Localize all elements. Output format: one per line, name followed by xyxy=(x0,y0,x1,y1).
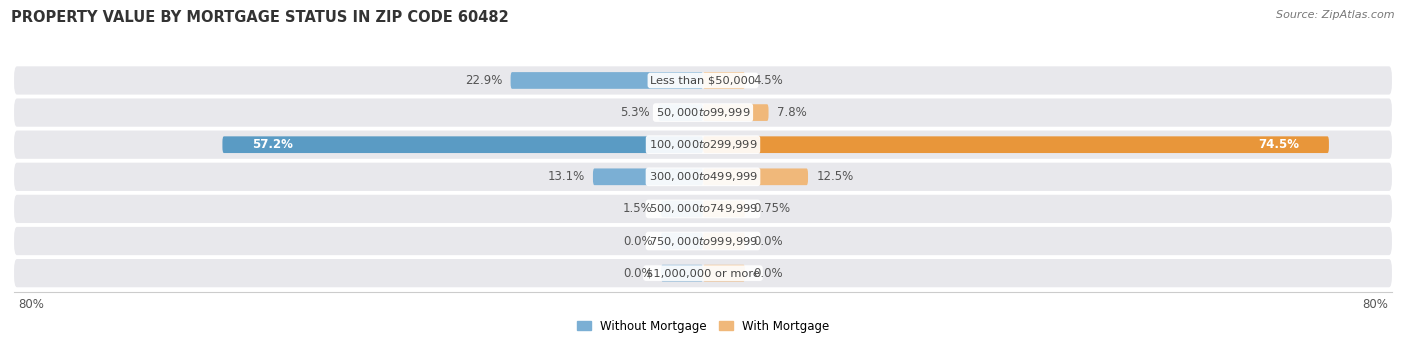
Text: 1.5%: 1.5% xyxy=(623,202,652,216)
Text: $100,000 to $299,999: $100,000 to $299,999 xyxy=(648,138,758,151)
Text: 0.0%: 0.0% xyxy=(623,235,652,248)
Text: 4.5%: 4.5% xyxy=(754,74,783,87)
FancyBboxPatch shape xyxy=(661,265,703,282)
Text: $500,000 to $749,999: $500,000 to $749,999 xyxy=(648,202,758,216)
Text: 13.1%: 13.1% xyxy=(547,170,585,183)
FancyBboxPatch shape xyxy=(703,168,808,185)
Text: 5.3%: 5.3% xyxy=(620,106,650,119)
Text: 7.8%: 7.8% xyxy=(778,106,807,119)
FancyBboxPatch shape xyxy=(222,136,703,153)
FancyBboxPatch shape xyxy=(703,136,1329,153)
Text: $300,000 to $499,999: $300,000 to $499,999 xyxy=(648,170,758,183)
FancyBboxPatch shape xyxy=(14,227,1392,255)
FancyBboxPatch shape xyxy=(661,201,703,217)
Text: 0.0%: 0.0% xyxy=(623,267,652,279)
Text: 57.2%: 57.2% xyxy=(252,138,292,151)
FancyBboxPatch shape xyxy=(593,168,703,185)
FancyBboxPatch shape xyxy=(658,104,703,121)
FancyBboxPatch shape xyxy=(14,195,1392,223)
FancyBboxPatch shape xyxy=(661,233,703,249)
Text: Less than $50,000: Less than $50,000 xyxy=(651,75,755,85)
Text: 0.75%: 0.75% xyxy=(754,202,790,216)
Text: Source: ZipAtlas.com: Source: ZipAtlas.com xyxy=(1277,10,1395,20)
Text: $1,000,000 or more: $1,000,000 or more xyxy=(647,268,759,278)
FancyBboxPatch shape xyxy=(14,66,1392,95)
Text: 0.0%: 0.0% xyxy=(754,267,783,279)
Legend: Without Mortgage, With Mortgage: Without Mortgage, With Mortgage xyxy=(572,315,834,337)
FancyBboxPatch shape xyxy=(703,72,745,89)
Text: 22.9%: 22.9% xyxy=(465,74,502,87)
Text: 12.5%: 12.5% xyxy=(817,170,853,183)
FancyBboxPatch shape xyxy=(703,265,745,282)
FancyBboxPatch shape xyxy=(703,201,745,217)
Text: PROPERTY VALUE BY MORTGAGE STATUS IN ZIP CODE 60482: PROPERTY VALUE BY MORTGAGE STATUS IN ZIP… xyxy=(11,10,509,25)
FancyBboxPatch shape xyxy=(14,131,1392,159)
Text: $50,000 to $99,999: $50,000 to $99,999 xyxy=(655,106,751,119)
FancyBboxPatch shape xyxy=(14,163,1392,191)
FancyBboxPatch shape xyxy=(510,72,703,89)
Text: 0.0%: 0.0% xyxy=(754,235,783,248)
Text: $750,000 to $999,999: $750,000 to $999,999 xyxy=(648,235,758,248)
FancyBboxPatch shape xyxy=(703,104,769,121)
Text: 74.5%: 74.5% xyxy=(1258,138,1299,151)
FancyBboxPatch shape xyxy=(14,259,1392,287)
FancyBboxPatch shape xyxy=(14,99,1392,127)
FancyBboxPatch shape xyxy=(703,233,745,249)
